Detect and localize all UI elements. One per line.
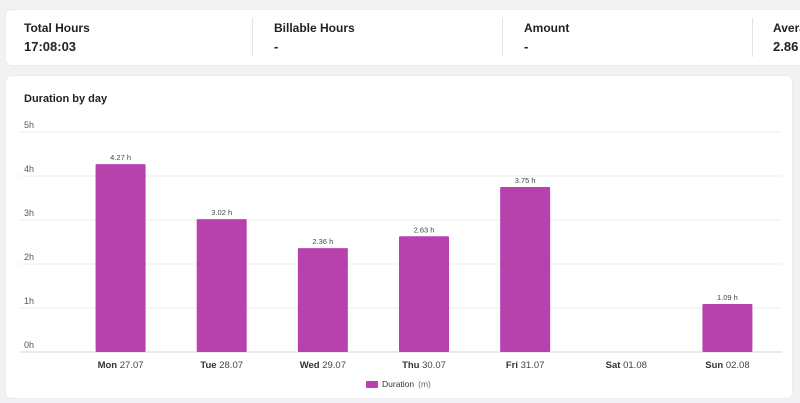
bar (95, 164, 146, 352)
x-tick-label: Fri 31.07 (506, 360, 545, 371)
duration-bar-chart: 0h 1h 2h 3h 4h 5h 4.27 h Mon 27.07 3.02 h Tue 28.… (20, 120, 782, 371)
y-tick-label: 1h (24, 296, 34, 306)
duration-chart-card: Duration by day 0h 1h 2h 3h 4h 5h 4.27 h Mon 27… (6, 76, 792, 398)
legend-unit: (m) (418, 379, 431, 389)
bar-value-label: 2.63 h (414, 225, 435, 234)
chart-title: Duration by day (24, 93, 108, 105)
x-tick-label: Thu 30.07 (402, 360, 446, 371)
bar-value-label: 1.09 h (717, 293, 738, 302)
chart-legend[interactable]: Duration (m) (366, 379, 431, 389)
y-tick-label: 5h (24, 120, 34, 130)
stats-summary-card: Total Hours 17:08:03 Billable Hours - Am… (6, 10, 800, 65)
y-tick-label: 3h (24, 208, 34, 218)
legend-label: Duration (382, 379, 415, 389)
stat-divider (502, 18, 503, 57)
stat-divider (252, 18, 253, 57)
bar (196, 219, 247, 352)
bar-value-label: 2.36 h (312, 237, 333, 246)
stat-label: Total Hours (24, 21, 90, 35)
bar-value-label: 3.75 h (515, 176, 536, 185)
bar (399, 236, 449, 352)
stat-value: 17:08:03 (24, 39, 77, 54)
stat-billable-hours: Billable Hours - (256, 10, 506, 65)
y-tick-label: 0h (24, 340, 34, 350)
stat-label: Amount (524, 21, 570, 35)
stat-value: - (274, 39, 279, 54)
stat-total-hours: Total Hours 17:08:03 (6, 10, 256, 65)
bar-value-label: 4.27 h (110, 153, 131, 162)
x-tick-label: Tue 28.07 (200, 360, 243, 371)
legend-swatch (366, 380, 378, 388)
x-tick-label: Wed 29.07 (300, 360, 346, 371)
x-tick-label: Sun 02.08 (705, 360, 749, 371)
bar (702, 304, 753, 352)
stat-average: Avera 2.86 (755, 10, 800, 65)
bar (500, 187, 551, 352)
stat-label: Avera (773, 21, 800, 35)
y-tick-label: 4h (24, 164, 34, 174)
stat-amount: Amount - (506, 10, 756, 65)
x-tick-label: Sat 01.08 (606, 360, 647, 371)
y-tick-label: 2h (24, 252, 34, 262)
stat-divider (752, 18, 753, 57)
stat-value: 2.86 (773, 39, 799, 54)
stat-value: - (524, 39, 529, 54)
x-tick-label: Mon 27.07 (98, 360, 144, 371)
bar-value-label: 3.02 h (211, 208, 232, 217)
bar (297, 248, 348, 352)
stat-label: Billable Hours (274, 21, 355, 35)
